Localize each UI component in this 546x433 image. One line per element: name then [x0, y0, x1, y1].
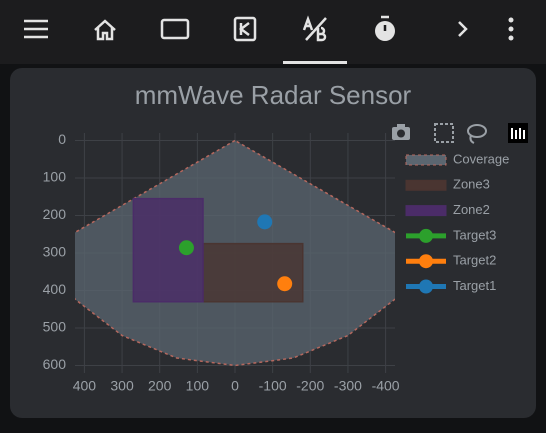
- lasso-button[interactable]: [467, 124, 487, 144]
- x-tick-label: 0: [231, 378, 239, 394]
- tab-indicator: [283, 61, 347, 64]
- chart-title: mmWave Radar Sensor: [135, 80, 412, 110]
- box-select-button[interactable]: [434, 123, 454, 143]
- y-tick-label: 400: [43, 281, 67, 297]
- y-tick-label: 500: [43, 319, 67, 335]
- target-marker: [178, 240, 194, 256]
- legend-marker: [419, 228, 433, 243]
- legend-swatch: [405, 179, 447, 191]
- legend-marker: [419, 279, 433, 294]
- x-tick-label: 200: [148, 378, 172, 394]
- legend-label: Target2: [453, 253, 496, 268]
- modebar: [392, 123, 528, 144]
- target-marker: [277, 276, 293, 292]
- toolbar: [0, 0, 546, 64]
- zone-area: [202, 242, 304, 303]
- plot-area: [75, 139, 395, 367]
- more-tabs[interactable]: [458, 21, 468, 37]
- y-tick-label: 300: [43, 244, 67, 260]
- y-tick-label: 0: [58, 131, 66, 147]
- y-tick-label: 600: [43, 356, 67, 372]
- timer-tab[interactable]: [375, 15, 395, 41]
- rect-tab[interactable]: [160, 18, 190, 40]
- zone-area: [132, 197, 204, 303]
- k-tab[interactable]: [233, 16, 257, 42]
- x-tick-label: -300: [334, 378, 362, 394]
- x-tick-label: 100: [186, 378, 210, 394]
- menu-button[interactable]: [24, 19, 48, 39]
- camera-button[interactable]: [392, 124, 410, 140]
- plotly-logo[interactable]: [508, 123, 528, 143]
- x-tick-label: 400: [73, 378, 97, 394]
- x-tick-label: -200: [296, 378, 324, 394]
- legend-label: Target1: [453, 278, 496, 293]
- y-tick-label: 200: [43, 206, 67, 222]
- x-tick-label: -400: [372, 378, 400, 394]
- target-marker: [257, 214, 273, 230]
- legend-marker: [419, 254, 433, 269]
- legend-label: Zone3: [453, 177, 490, 192]
- legend-swatch: [405, 205, 447, 217]
- legend-label: Zone2: [453, 202, 490, 217]
- y-tick-label: 100: [43, 169, 67, 185]
- ab-tab[interactable]: [302, 15, 327, 42]
- overflow-menu[interactable]: [508, 17, 514, 41]
- x-tick-label: -100: [259, 378, 287, 394]
- x-tick-label: 300: [110, 378, 134, 394]
- home-tab[interactable]: [94, 19, 116, 41]
- legend-label: Target3: [453, 227, 496, 242]
- legend-label: Coverage: [453, 151, 509, 166]
- legend-swatch: [405, 154, 447, 166]
